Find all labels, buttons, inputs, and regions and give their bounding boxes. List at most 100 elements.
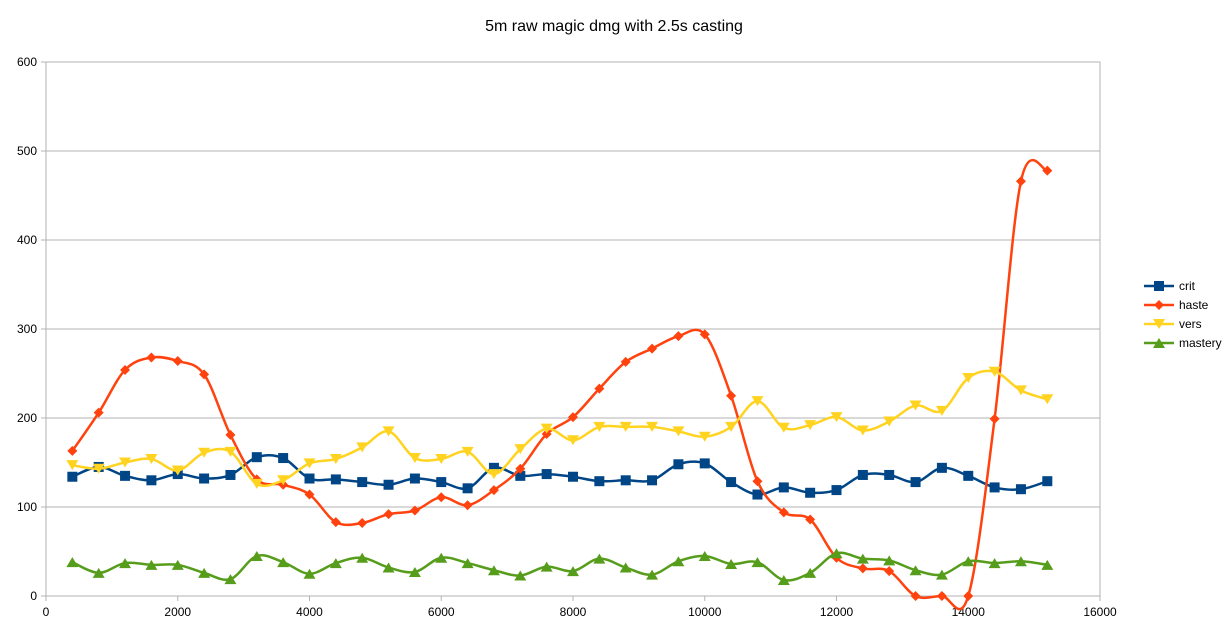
data-point-crit: [936, 462, 947, 473]
data-point-mastery: [804, 567, 817, 578]
data-point-mastery: [277, 557, 290, 568]
data-point-haste: [330, 517, 341, 528]
data-point-mastery: [830, 548, 843, 559]
y-tick-label: 500: [17, 144, 37, 158]
data-point-vers: [935, 405, 948, 416]
data-point-mastery: [777, 574, 790, 585]
series-haste: [67, 158, 1053, 611]
series-line-vers: [72, 369, 1048, 488]
data-point-haste: [936, 591, 947, 601]
data-point-crit: [568, 471, 578, 482]
data-point-haste: [304, 489, 315, 500]
data-point-vers: [856, 425, 869, 436]
data-point-crit: [199, 473, 210, 484]
data-point-crit: [383, 479, 394, 490]
data-point-vers: [329, 453, 342, 464]
data-point-vers: [698, 431, 711, 442]
data-point-mastery: [250, 550, 263, 561]
data-point-haste: [778, 507, 789, 518]
series-line-crit: [71, 453, 1048, 496]
data-point-vers: [487, 469, 500, 480]
data-point-haste: [488, 485, 499, 496]
data-point-vers: [804, 420, 817, 431]
data-point-crit: [620, 475, 631, 486]
data-point-haste: [752, 476, 763, 487]
data-point-haste: [857, 563, 868, 574]
data-point-crit: [67, 471, 78, 482]
data-point-mastery: [303, 568, 316, 579]
data-point-haste: [436, 492, 447, 503]
data-point-vers: [461, 446, 474, 457]
data-point-haste: [620, 356, 631, 367]
data-point-mastery: [619, 562, 632, 573]
data-point-haste: [515, 463, 526, 474]
data-point-mastery: [1014, 556, 1027, 567]
data-point-haste: [357, 518, 368, 529]
data-point-haste: [568, 412, 578, 423]
data-point-crit: [225, 469, 236, 480]
data-point-vers: [92, 463, 105, 474]
x-tick-label: 2000: [164, 605, 191, 619]
grid-lines: [46, 150, 1100, 508]
data-point-vers: [777, 422, 790, 433]
data-point-crit: [120, 470, 131, 481]
x-tick-label: 0: [43, 605, 50, 619]
data-point-crit: [146, 475, 157, 486]
data-point-vers: [540, 423, 553, 434]
x-tick-label: 16000: [1083, 605, 1117, 619]
data-point-mastery: [1041, 559, 1054, 570]
data-point-mastery: [883, 555, 896, 566]
data-point-vers: [593, 421, 606, 432]
data-point-mastery: [988, 558, 1001, 569]
series-mastery: [66, 548, 1054, 585]
data-point-vers: [224, 446, 237, 457]
y-tick-label: 300: [17, 322, 37, 336]
data-point-mastery: [672, 556, 685, 567]
data-point-haste: [699, 329, 710, 340]
data-point-vers: [277, 475, 290, 486]
data-point-haste: [1042, 165, 1053, 176]
y-tick-label: 100: [17, 500, 37, 514]
data-point-vers: [1014, 385, 1027, 396]
data-point-mastery: [751, 557, 764, 568]
data-point-haste: [383, 509, 394, 520]
data-point-mastery: [66, 557, 79, 568]
data-point-mastery: [224, 574, 237, 585]
data-point-crit: [884, 469, 895, 480]
data-point-mastery: [145, 559, 158, 570]
series-vers: [66, 366, 1054, 489]
y-tick-label: 0: [30, 589, 37, 603]
x-tick-label: 4000: [296, 605, 323, 619]
data-point-crit: [488, 462, 499, 473]
data-point-crit: [436, 477, 447, 488]
legend-marker-haste: [1154, 300, 1164, 310]
y-axis-ticks: 0 100 200 300 400 500 600: [17, 55, 46, 603]
data-point-vers: [171, 465, 184, 476]
data-point-vers: [119, 457, 132, 468]
data-point-vers: [830, 412, 843, 423]
data-point-haste: [462, 500, 473, 511]
data-point-haste: [884, 566, 895, 577]
data-point-vers: [672, 426, 685, 437]
x-tick-label: 12000: [820, 605, 854, 619]
data-point-haste: [199, 369, 210, 380]
legend-marker-vers: [1153, 319, 1165, 329]
data-point-vers: [198, 447, 211, 458]
data-point-crit: [963, 470, 974, 481]
data-point-haste: [409, 505, 420, 516]
data-point-mastery: [567, 566, 579, 577]
data-point-crit: [515, 470, 526, 481]
data-point-haste: [647, 343, 658, 354]
data-point-vers: [725, 421, 738, 432]
data-point-crit: [409, 473, 420, 484]
data-point-crit: [699, 458, 710, 469]
series-line-mastery: [71, 551, 1048, 582]
data-point-crit: [330, 474, 341, 485]
data-point-crit: [726, 477, 737, 488]
data-point-crit: [541, 469, 552, 480]
data-point-mastery: [408, 566, 421, 577]
series-layer: [66, 158, 1054, 611]
data-point-vers: [303, 458, 316, 469]
data-point-vers: [356, 442, 369, 453]
